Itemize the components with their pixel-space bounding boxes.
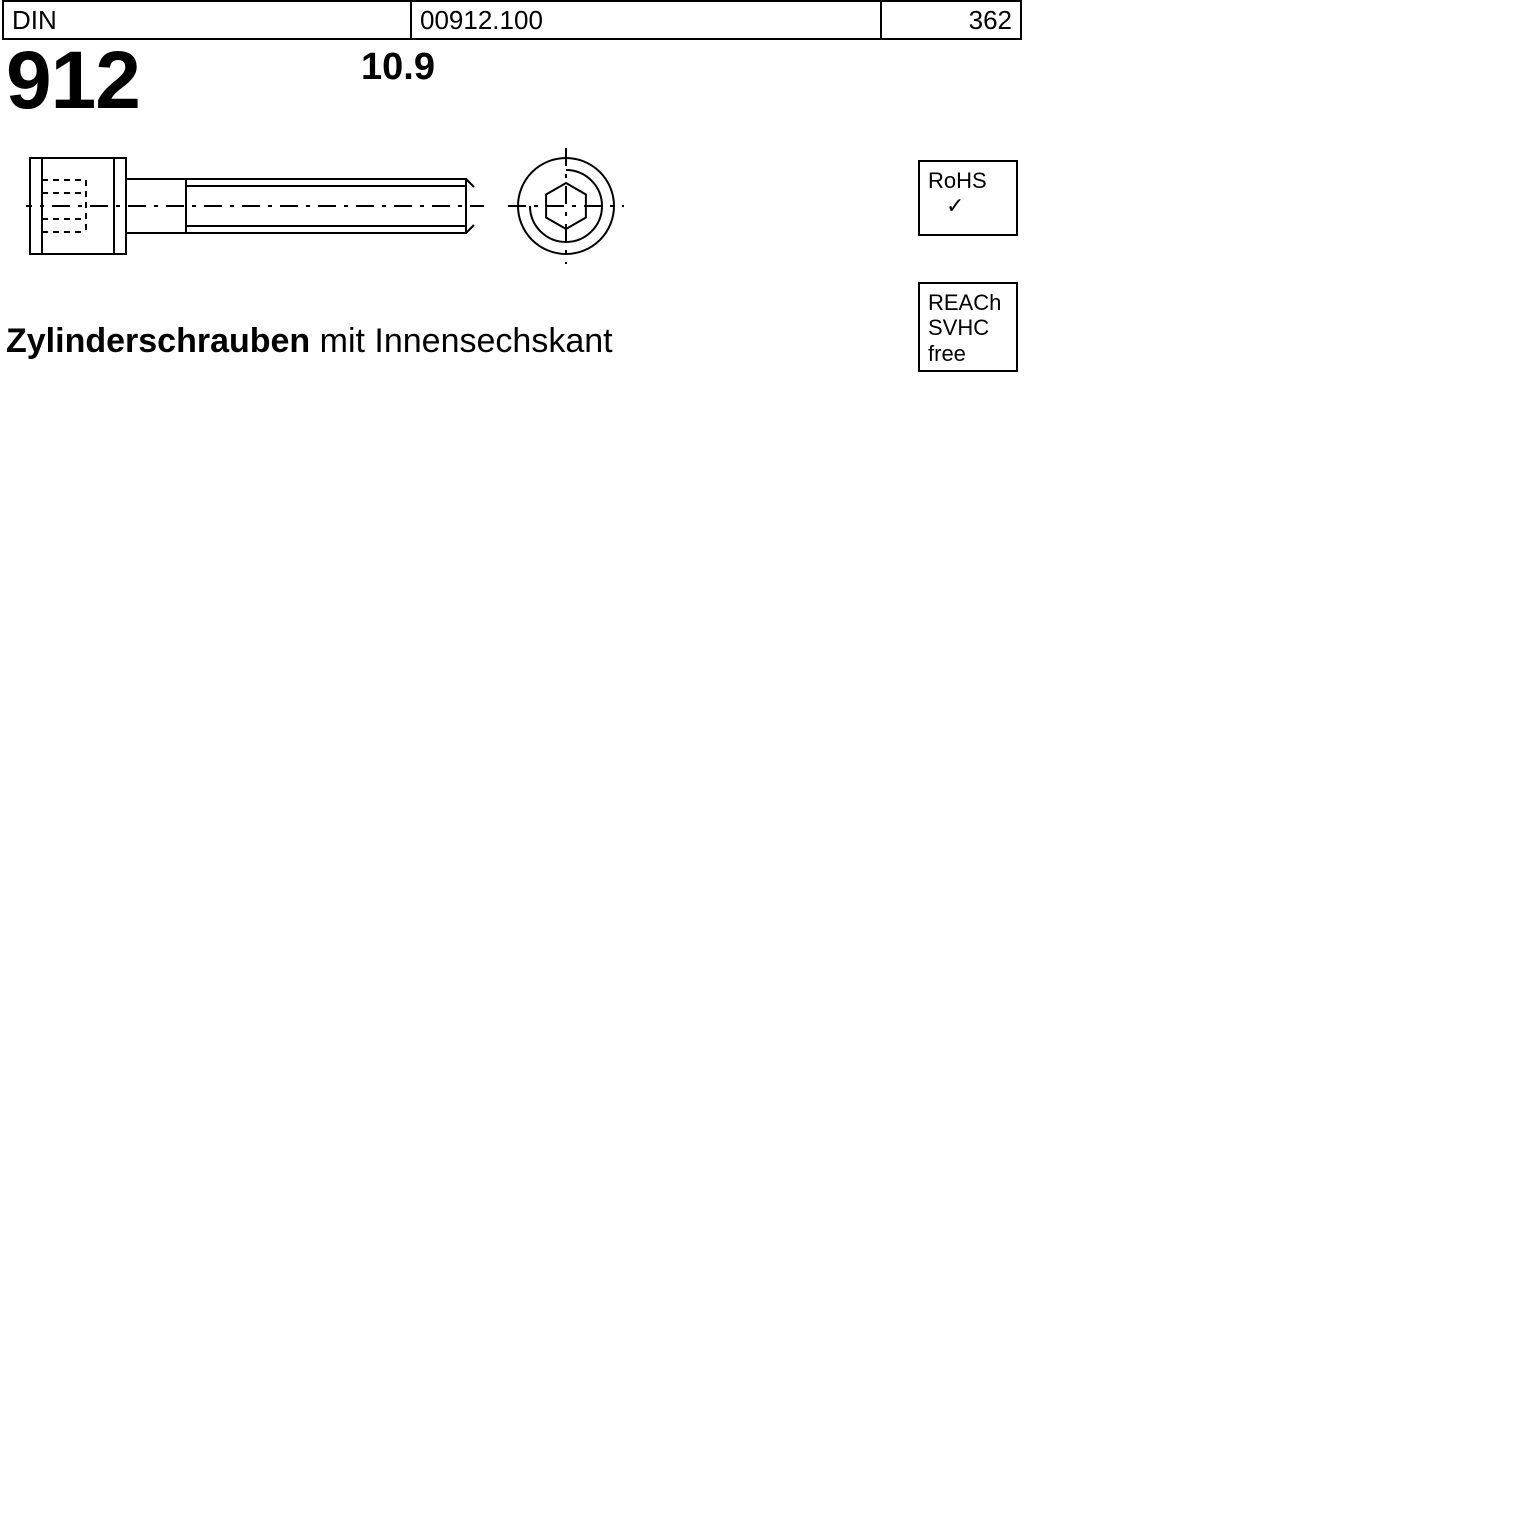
description-bold: Zylinderschrauben: [6, 322, 310, 360]
header-row: DIN 00912.100 362: [2, 0, 1022, 40]
technical-drawing: [10, 150, 1010, 280]
standard-number: 912: [6, 40, 361, 122]
rohs-badge: RoHS ✓: [918, 160, 1018, 236]
reach-badge: REACh SVHC free: [918, 282, 1018, 372]
reach-label-3: free: [928, 341, 1008, 366]
check-icon: ✓: [928, 193, 1008, 218]
description-rest: mit Innensechskant: [310, 322, 612, 360]
bolt-drawing-icon: [26, 146, 666, 266]
rohs-label: RoHS: [928, 168, 1008, 193]
header-page-ref: 362: [882, 2, 1020, 38]
reach-label-1: REACh: [928, 290, 1008, 315]
grade-value: 10.9: [361, 40, 435, 89]
description: Zylinderschrauben mit Innensechskant: [6, 322, 613, 361]
subheader: 912 10.9: [0, 40, 1024, 132]
header-standard-label: DIN: [4, 2, 412, 38]
header-code: 00912.100: [412, 2, 882, 38]
reach-label-2: SVHC: [928, 315, 1008, 340]
